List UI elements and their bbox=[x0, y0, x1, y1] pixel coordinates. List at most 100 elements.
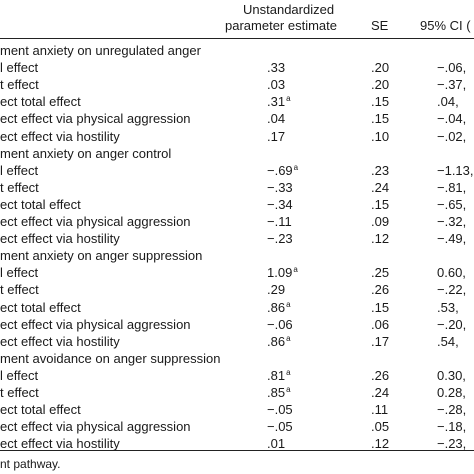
ci-header: 95% CI ( bbox=[420, 18, 471, 33]
estimate-value: .03 bbox=[267, 77, 286, 93]
ci-cell: 0.30, bbox=[437, 367, 466, 383]
estimate-cell: −.06 bbox=[267, 315, 293, 334]
estimate-value: −.34 bbox=[267, 196, 293, 212]
row-label: l effect bbox=[0, 367, 39, 383]
estimate-value: .86 bbox=[267, 299, 286, 315]
ci-cell: −.06, bbox=[437, 60, 467, 76]
se-cell: .12 bbox=[371, 436, 390, 452]
row-label: ect effect via hostility bbox=[0, 128, 120, 144]
se-cell: .26 bbox=[371, 282, 390, 298]
table-row: l effect .81a .26 0.30, bbox=[0, 366, 474, 385]
se-cell: .10 bbox=[371, 128, 390, 144]
header-rule bbox=[0, 38, 474, 39]
se-cell: .23 bbox=[371, 162, 390, 178]
table-row: ect effect via physical aggression −.11 .0… bbox=[0, 212, 474, 231]
section-heading: ment anxiety on anger suppression bbox=[0, 246, 474, 265]
ci-cell: −.28, bbox=[437, 402, 467, 418]
estimate-cell: .85a bbox=[267, 383, 291, 402]
row-label: l effect bbox=[0, 60, 39, 76]
estimate-value: 1.09 bbox=[267, 265, 293, 281]
table-row: l effect −.69a .23 −1.13, bbox=[0, 161, 474, 180]
table-row: t effect −.33 .24 −.81, bbox=[0, 178, 474, 197]
table-row: t effect .03 .20 −.37, bbox=[0, 75, 474, 94]
ci-cell: −.23, bbox=[437, 436, 467, 452]
row-label: ect effect via physical aggression bbox=[0, 419, 191, 435]
estimate-cell: −.05 bbox=[267, 417, 293, 436]
table-row: t effect .85a .24 0.28, bbox=[0, 383, 474, 402]
ci-cell: −.65, bbox=[437, 196, 467, 212]
se-cell: .17 bbox=[371, 333, 390, 349]
significance-marker: a bbox=[293, 162, 299, 172]
estimate-value: −.05 bbox=[267, 402, 293, 418]
estimate-cell: .81a bbox=[267, 366, 291, 385]
row-label: t effect bbox=[0, 77, 39, 93]
section-label: ment anxiety on anger control bbox=[0, 145, 172, 161]
table-row: ect effect via physical aggression −.06 .0… bbox=[0, 315, 474, 334]
significance-marker: a bbox=[293, 265, 298, 275]
significance-marker: a bbox=[286, 367, 291, 377]
se-cell: .15 bbox=[371, 111, 390, 127]
row-label: ect effect via physical aggression bbox=[0, 316, 191, 332]
estimate-cell: −.69a bbox=[267, 161, 298, 180]
table-row: ect effect via physical aggression .04 .15… bbox=[0, 109, 474, 128]
estimate-value: .31 bbox=[267, 94, 286, 110]
se-header: SE bbox=[371, 18, 389, 33]
ci-cell: .04, bbox=[437, 94, 459, 110]
estimate-value: .33 bbox=[267, 60, 286, 76]
row-label: l effect bbox=[0, 162, 39, 178]
table-row: ect effect via hostility −.23 .12 −.49, bbox=[0, 229, 474, 248]
estimate-value: −.11 bbox=[267, 214, 292, 229]
se-cell: .20 bbox=[371, 60, 390, 76]
estimate-cell: −.34 bbox=[267, 195, 293, 214]
estimate-value: −.23 bbox=[267, 231, 293, 247]
estimate-value: .29 bbox=[267, 282, 286, 298]
estimate-cell: .86a bbox=[267, 298, 291, 317]
ci-cell: 0.28, bbox=[437, 385, 466, 400]
ci-cell: −.32, bbox=[437, 214, 467, 229]
ci-cell: −.81, bbox=[437, 179, 467, 195]
estimate-cell: −.05 bbox=[267, 400, 293, 419]
estimate-header-line1: Unstandardized bbox=[243, 2, 335, 17]
estimate-header-line2: parameter estimate bbox=[225, 18, 337, 33]
estimate-value: .81 bbox=[267, 367, 286, 383]
estimate-value: .01 bbox=[267, 436, 286, 452]
estimate-cell: .03 bbox=[267, 75, 285, 94]
ci-cell: −.04, bbox=[437, 111, 467, 127]
table-row: ect total effect .86a .15 .53, bbox=[0, 298, 474, 317]
estimate-cell: 1.09a bbox=[267, 263, 298, 282]
table-row: ect total effect −.05 .11 −.28, bbox=[0, 400, 474, 419]
se-cell: .09 bbox=[371, 214, 390, 229]
estimate-value: −.06 bbox=[267, 316, 293, 332]
ci-cell: .54, bbox=[437, 333, 459, 349]
estimate-value: −.33 bbox=[267, 179, 293, 195]
se-cell: .12 bbox=[371, 231, 390, 247]
estimate-cell: .29 bbox=[267, 280, 285, 299]
estimate-value: .85 bbox=[267, 385, 286, 400]
se-cell: .24 bbox=[371, 179, 390, 195]
section-label: ment anxiety on anger suppression bbox=[0, 248, 203, 264]
row-label: t effect bbox=[0, 385, 39, 400]
estimate-cell: .33 bbox=[267, 58, 285, 77]
section-label: ment anxiety on unregulated anger bbox=[0, 43, 201, 58]
row-label: l effect bbox=[0, 265, 39, 281]
estimate-cell: −.11 bbox=[267, 212, 292, 231]
estimate-cell: .31a bbox=[267, 92, 291, 111]
se-cell: .26 bbox=[371, 367, 390, 383]
table-row: l effect .33 .20 −.06, bbox=[0, 58, 474, 77]
table-row: ect effect via hostility .17 .10 −.02, bbox=[0, 127, 474, 146]
se-cell: .15 bbox=[371, 94, 390, 110]
table-row: ect effect via hostility .01 .12 −.23, bbox=[0, 434, 474, 453]
row-label: ect total effect bbox=[0, 196, 81, 212]
row-label: ect effect via hostility bbox=[0, 231, 120, 247]
row-label: ect total effect bbox=[0, 299, 81, 315]
estimate-value: −.69 bbox=[267, 162, 293, 178]
ci-cell: −1.13, bbox=[437, 162, 474, 178]
estimate-value: .86 bbox=[267, 333, 286, 349]
estimate-cell: .86a bbox=[267, 332, 291, 351]
se-cell: .15 bbox=[371, 299, 390, 315]
estimate-cell: −.23 bbox=[267, 229, 293, 248]
table-row: ect total effect .31a .15 .04, bbox=[0, 92, 474, 111]
table-row: ect effect via physical aggression −.05 .0… bbox=[0, 417, 474, 436]
ci-cell: −.20, bbox=[437, 316, 467, 332]
table-footnote: nt pathway. bbox=[0, 457, 61, 471]
